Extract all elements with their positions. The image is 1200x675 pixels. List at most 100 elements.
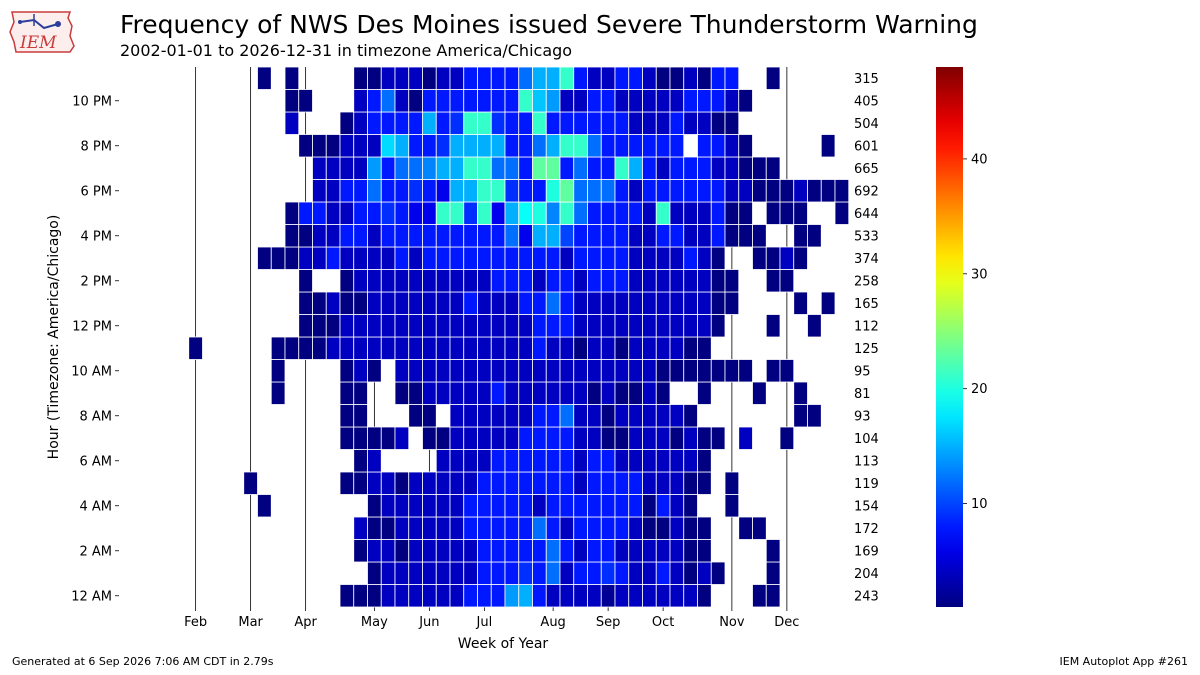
heatmap-cell: [449, 471, 465, 495]
heatmap-cell: [298, 201, 313, 225]
heatmap-cell: [463, 269, 478, 293]
y-tick-label: 10 AM: [71, 364, 112, 379]
heatmap-cell: [435, 426, 451, 450]
heatmap-cell: [683, 584, 698, 608]
heatmap-cell: [710, 111, 726, 135]
heatmap-cell: [724, 471, 740, 495]
heatmap-cell: [339, 584, 355, 608]
heatmap-cell: [697, 156, 712, 180]
heatmap-cell: [573, 516, 588, 540]
heatmap-cell: [614, 246, 630, 270]
heatmap-cell: [628, 156, 643, 180]
row-total-label: 119: [854, 477, 879, 492]
heatmap-cell: [642, 359, 657, 383]
heatmap-cell: [408, 404, 423, 428]
heatmap-cell: [449, 584, 465, 608]
heatmap-cell: [449, 134, 465, 158]
heatmap-cell: [683, 359, 698, 383]
heatmap-cell: [339, 426, 355, 450]
heatmap-cell: [545, 246, 561, 270]
heatmap-cell: [367, 66, 382, 90]
heatmap-cell: [477, 336, 492, 360]
heatmap-cell: [669, 584, 685, 608]
heatmap-cell: [339, 381, 355, 405]
heatmap-cell: [600, 426, 616, 450]
heatmap-cell: [559, 269, 575, 293]
heatmap-cell: [573, 381, 588, 405]
heatmap-cell: [394, 156, 410, 180]
heatmap-cell: [312, 134, 327, 158]
heatmap-cell: [532, 359, 547, 383]
x-tick-label: May: [361, 615, 388, 630]
heatmap-cell: [504, 584, 520, 608]
y-tick-label: 6 PM: [81, 184, 112, 199]
heatmap-cell: [284, 89, 300, 113]
heatmap-cell: [587, 111, 602, 135]
heatmap-cell: [490, 179, 506, 203]
heatmap-cell: [642, 314, 657, 338]
heatmap-cell: [573, 201, 588, 225]
heatmap-cell: [490, 539, 506, 563]
heatmap-cell: [380, 314, 396, 338]
heatmap-cell: [820, 134, 836, 158]
heatmap-cell: [435, 471, 451, 495]
heatmap-cell: [600, 336, 616, 360]
heatmap-cell: [642, 381, 657, 405]
heatmap-cell: [683, 291, 698, 315]
heatmap-cell: [490, 134, 506, 158]
heatmap-cell: [463, 539, 478, 563]
heatmap-cell: [655, 449, 671, 473]
heatmap-cell: [587, 336, 602, 360]
heatmap-cell: [655, 539, 671, 563]
heatmap-cell: [477, 539, 492, 563]
heatmap-cell: [683, 201, 698, 225]
heatmap-cell: [449, 201, 465, 225]
heatmap-cell: [587, 426, 602, 450]
heatmap-cell: [545, 381, 561, 405]
heatmap-cell: [559, 539, 575, 563]
heatmap-cell: [518, 494, 533, 518]
heatmap-cell: [600, 449, 616, 473]
heatmap-cell: [532, 179, 547, 203]
heatmap-cell: [477, 516, 492, 540]
heatmap-cell: [298, 134, 313, 158]
heatmap-cell: [490, 561, 506, 585]
heatmap-cell: [394, 336, 410, 360]
heatmap-cell: [257, 246, 272, 270]
heatmap-cell: [724, 156, 740, 180]
heatmap-cell: [642, 269, 657, 293]
heatmap-cell: [353, 66, 368, 90]
heatmap-cell: [312, 314, 327, 338]
heatmap-cell: [394, 381, 410, 405]
heatmap-cell: [642, 224, 657, 248]
heatmap-cell: [449, 269, 465, 293]
heatmap-cell: [367, 269, 382, 293]
heatmap-cell: [807, 314, 822, 338]
heatmap-cell: [463, 134, 478, 158]
heatmap-cell: [422, 134, 437, 158]
heatmap-cell: [573, 291, 588, 315]
heatmap-cell: [614, 359, 630, 383]
heatmap-cell: [353, 89, 368, 113]
heatmap-cell: [587, 156, 602, 180]
heatmap-cell: [463, 494, 478, 518]
heatmap-cell: [490, 291, 506, 315]
heatmap-cell: [587, 471, 602, 495]
x-tick-label: Apr: [294, 615, 317, 630]
heatmap-cell: [573, 246, 588, 270]
heatmap-cell: [449, 66, 465, 90]
heatmap-cell: [339, 179, 355, 203]
heatmap-cell: [614, 449, 630, 473]
heatmap-cell: [587, 179, 602, 203]
x-tick-label: Jul: [476, 615, 493, 630]
heatmap-cell: [573, 494, 588, 518]
heatmap-cell: [614, 561, 630, 585]
heatmap-cell: [600, 134, 616, 158]
heatmap-cell: [518, 314, 533, 338]
heatmap-cell: [545, 584, 561, 608]
heatmap-cell: [628, 426, 643, 450]
heatmap-cell: [394, 584, 410, 608]
heatmap-cell: [779, 201, 795, 225]
heatmap-cell: [532, 584, 547, 608]
heatmap-cell: [422, 246, 437, 270]
